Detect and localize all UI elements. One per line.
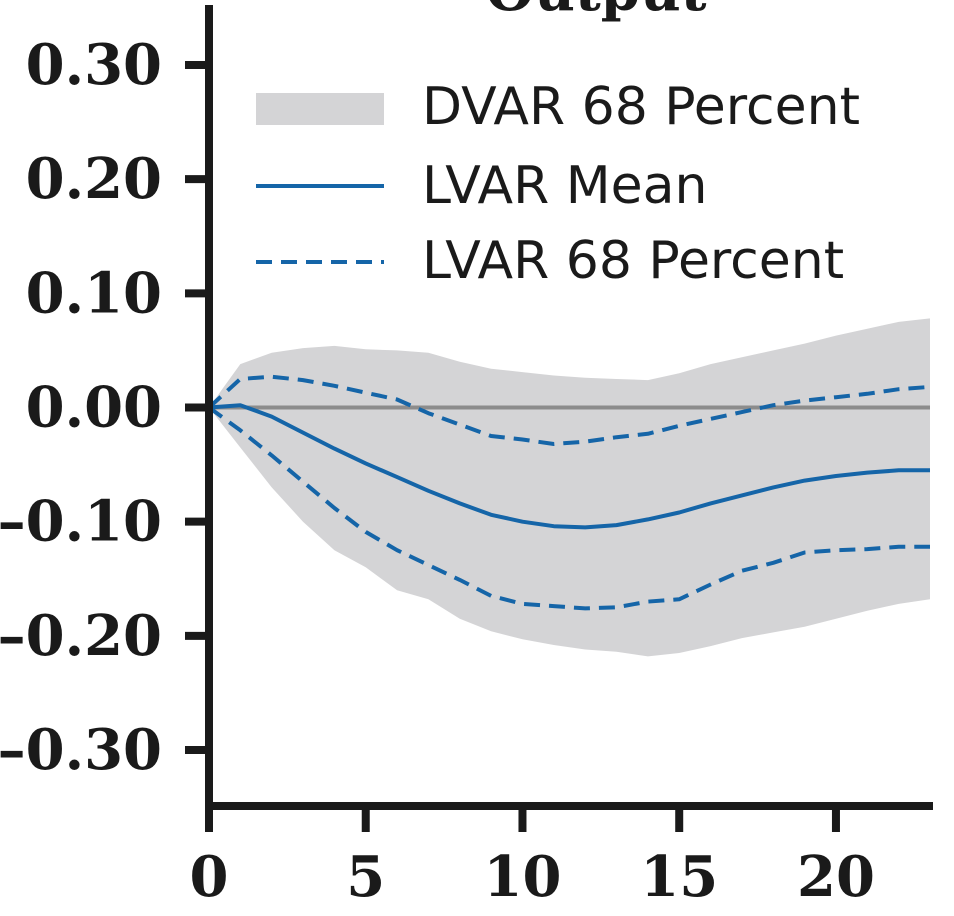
series-line-1: [207, 374, 931, 446]
legend-swatch-band: [256, 93, 384, 125]
y-tick-label: –0.30: [0, 717, 162, 783]
band-area: [209, 318, 930, 657]
y-tick-label: 0.00: [26, 375, 162, 441]
legend-label-pct: LVAR 68 Percent: [422, 231, 844, 291]
x-tick-layer: 0 5 10 15 20: [190, 806, 875, 910]
y-tick-label: –0.10: [0, 489, 162, 555]
series-line-2: [207, 405, 930, 611]
legend-label-mean: LVAR Mean: [422, 156, 707, 216]
y-tick-label: 0.30: [26, 32, 162, 98]
x-tick-label: 10: [484, 844, 562, 910]
y-tick-label: –0.20: [0, 603, 162, 669]
chart-title: Output: [485, 0, 706, 24]
legend: DVAR 68 Percent LVAR Mean LVAR 68 Percen…: [256, 77, 860, 291]
y-tick-label: 0.10: [26, 260, 162, 326]
x-tick-label: 20: [797, 844, 875, 910]
x-tick-label: 5: [346, 844, 385, 910]
legend-label-band: DVAR 68 Percent: [422, 77, 860, 137]
series-layer: [207, 374, 931, 611]
x-tick-label: 15: [640, 844, 718, 910]
y-tick-layer: 0.30 0.20 0.10 0.00 –0.10 –0.20 –0.30: [0, 32, 209, 783]
x-tick-label: 0: [190, 844, 229, 910]
band-layer: [209, 318, 930, 657]
y-tick-label: 0.20: [26, 146, 162, 212]
series-line-0: [208, 403, 930, 530]
